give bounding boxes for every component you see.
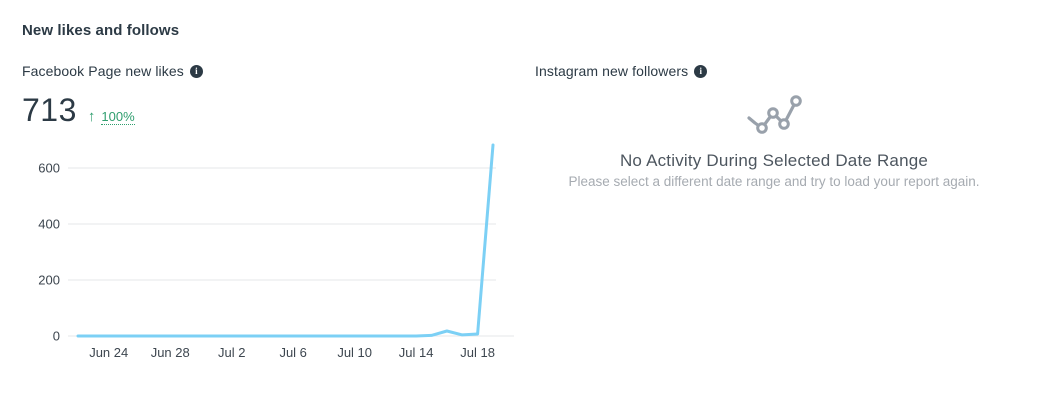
facebook-likes-total: 713 xyxy=(22,92,77,128)
svg-text:Jun 24: Jun 24 xyxy=(89,345,128,360)
facebook-panel-title: Facebook Page new likes xyxy=(22,63,184,79)
svg-text:200: 200 xyxy=(38,273,60,288)
no-activity-empty-state: No Activity During Selected Date Range P… xyxy=(535,92,1013,189)
line-chart-icon xyxy=(747,95,802,134)
metric-delta: ↑ 100% xyxy=(88,108,135,125)
facebook-likes-chart[interactable]: 0 200 400 600 Jun 24 Jun 28 Jul 2 Jul 6 Jul 10 Ju… xyxy=(22,135,516,370)
up-arrow-icon: ↑ xyxy=(87,108,96,125)
svg-text:0: 0 xyxy=(53,329,60,344)
svg-text:400: 400 xyxy=(38,217,60,232)
svg-text:Jun 28: Jun 28 xyxy=(151,345,190,360)
info-icon[interactable] xyxy=(694,64,708,78)
section-title: New likes and follows xyxy=(22,22,180,39)
svg-text:600: 600 xyxy=(38,161,60,176)
facebook-likes-line-chart[interactable]: 0 200 400 600 Jun 24 Jun 28 Jul 2 Jul 6 Jul 10 Ju… xyxy=(22,135,516,370)
delta-percentage-link[interactable]: 100% xyxy=(101,109,135,125)
svg-text:Jul 10: Jul 10 xyxy=(337,345,372,360)
svg-text:Jul 14: Jul 14 xyxy=(399,345,434,360)
facebook-panel: Facebook Page new likes 713 ↑ 100% 0 200 4… xyxy=(22,63,516,370)
instagram-panel: Instagram new followers No Activity Duri… xyxy=(535,63,1013,189)
empty-state-title: No Activity During Selected Date Range xyxy=(619,151,929,170)
svg-text:Jul 18: Jul 18 xyxy=(460,345,495,360)
svg-text:Jul 6: Jul 6 xyxy=(279,345,306,360)
svg-text:Jul 2: Jul 2 xyxy=(218,345,245,360)
empty-state-subtitle: Please select a different date range and… xyxy=(568,174,980,189)
new-likes-follows-section: New likes and follows Facebook Page new … xyxy=(0,0,1053,370)
instagram-panel-title: Instagram new followers xyxy=(535,63,689,79)
info-icon[interactable] xyxy=(189,64,203,78)
